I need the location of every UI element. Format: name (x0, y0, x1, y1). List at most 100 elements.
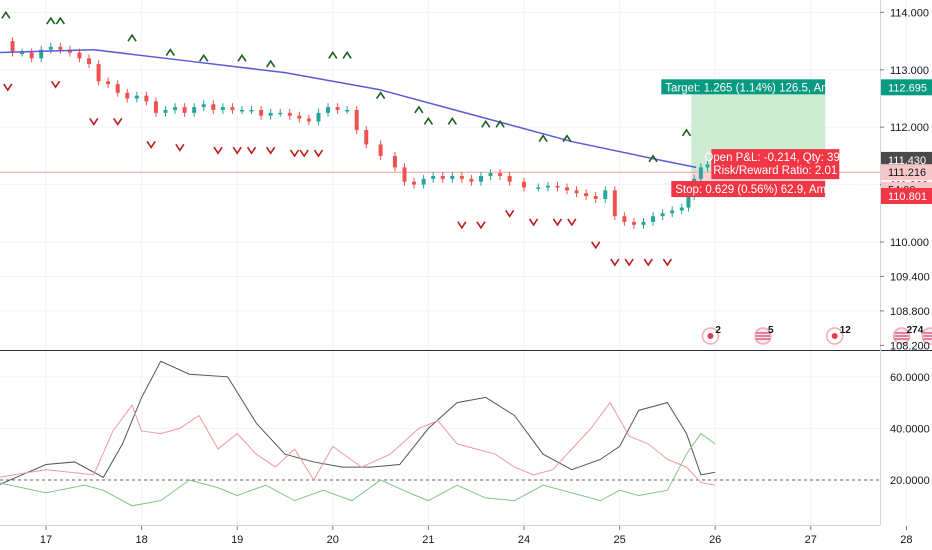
up-marker[interactable] (447, 117, 457, 125)
candle[interactable] (378, 144, 383, 156)
candle[interactable] (498, 173, 503, 176)
candle[interactable] (603, 190, 608, 199)
candle[interactable] (622, 216, 627, 222)
up-marker[interactable] (562, 134, 572, 143)
target-label-box[interactable] (661, 79, 826, 95)
candle[interactable] (58, 46, 63, 50)
candle[interactable] (96, 64, 101, 82)
indicator-series-line[interactable] (0, 432, 716, 507)
event-marker[interactable]: 5 (754, 325, 774, 345)
time-axis[interactable]: 1718192021242526272831 (0, 525, 932, 547)
candle[interactable] (440, 175, 445, 179)
up-marker[interactable] (127, 33, 137, 42)
candle[interactable] (249, 109, 254, 112)
candle[interactable] (641, 221, 646, 225)
moving-average-line[interactable] (0, 48, 697, 169)
candle[interactable] (354, 109, 359, 131)
down-marker[interactable] (591, 241, 601, 250)
down-marker[interactable] (113, 118, 123, 126)
down-marker[interactable] (528, 218, 539, 227)
down-marker[interactable] (610, 258, 620, 267)
candle[interactable] (335, 107, 340, 110)
down-marker[interactable] (89, 118, 99, 126)
stop-label-box[interactable] (671, 181, 826, 198)
down-marker[interactable] (299, 149, 309, 158)
candle[interactable] (106, 81, 111, 85)
candle[interactable] (192, 107, 197, 113)
down-marker[interactable] (213, 146, 223, 155)
candle[interactable] (421, 178, 426, 185)
up-marker[interactable] (681, 128, 692, 137)
up-marker[interactable] (423, 117, 434, 125)
candle[interactable] (431, 175, 436, 179)
candle[interactable] (522, 181, 526, 188)
candle[interactable] (326, 107, 331, 113)
candle[interactable] (651, 216, 656, 222)
indicator-series-line[interactable] (0, 360, 716, 485)
candle[interactable] (29, 52, 34, 59)
down-marker[interactable] (175, 143, 185, 152)
down-marker[interactable] (3, 83, 13, 92)
candle[interactable] (297, 115, 302, 119)
event-marker[interactable]: 12 (825, 325, 852, 345)
candle[interactable] (48, 46, 53, 50)
event-marker[interactable]: 2 (701, 325, 721, 345)
candle[interactable] (670, 210, 675, 214)
down-marker[interactable] (50, 80, 61, 89)
down-marker[interactable] (457, 221, 467, 230)
up-marker[interactable] (46, 16, 56, 25)
candle[interactable] (115, 84, 120, 93)
candle[interactable] (450, 175, 455, 179)
candle[interactable] (660, 213, 665, 217)
down-marker[interactable] (232, 146, 242, 155)
down-marker[interactable] (476, 221, 486, 230)
candle[interactable] (39, 49, 44, 59)
candle[interactable] (173, 107, 178, 110)
up-marker[interactable] (328, 51, 338, 59)
candle[interactable] (612, 190, 617, 217)
event-marker[interactable]: 274 (892, 325, 924, 345)
down-marker[interactable] (552, 218, 563, 227)
candle[interactable] (239, 109, 244, 112)
candle[interactable] (565, 187, 570, 191)
info-box[interactable] (711, 149, 840, 180)
candle[interactable] (259, 109, 264, 116)
up-marker[interactable] (648, 154, 658, 163)
candle[interactable] (211, 104, 216, 110)
down-marker[interactable] (146, 140, 156, 149)
event-marker[interactable]: 22 (921, 325, 932, 345)
down-marker[interactable] (643, 258, 653, 267)
candle[interactable] (20, 52, 25, 55)
down-marker[interactable] (265, 146, 276, 155)
candle[interactable] (87, 58, 92, 65)
candle[interactable] (134, 95, 139, 99)
candle[interactable] (287, 112, 292, 116)
indicator-pane[interactable] (0, 351, 932, 525)
candle[interactable] (584, 193, 589, 197)
candle[interactable] (686, 196, 691, 208)
candle[interactable] (536, 187, 541, 189)
candle[interactable] (268, 112, 273, 116)
price-pane[interactable]: Target: 1.265 (1.14%) 126.5, Amount: 150… (0, 0, 932, 350)
candle[interactable] (316, 112, 321, 122)
down-marker[interactable] (504, 209, 515, 218)
up-marker[interactable] (55, 16, 66, 25)
candle[interactable] (574, 190, 579, 194)
down-marker[interactable] (662, 258, 673, 267)
candle[interactable] (459, 175, 464, 179)
candle[interactable] (507, 175, 512, 182)
candle[interactable] (631, 221, 636, 225)
candle[interactable] (705, 164, 710, 168)
candle[interactable] (182, 107, 187, 113)
candle[interactable] (402, 167, 407, 182)
up-marker[interactable] (199, 53, 209, 62)
candle[interactable] (345, 109, 350, 112)
up-marker[interactable] (538, 134, 548, 143)
candle[interactable] (230, 107, 235, 110)
up-marker[interactable] (265, 59, 276, 68)
candle[interactable] (163, 109, 168, 113)
candle[interactable] (278, 112, 283, 115)
candle[interactable] (306, 118, 311, 122)
candle[interactable] (220, 107, 225, 110)
